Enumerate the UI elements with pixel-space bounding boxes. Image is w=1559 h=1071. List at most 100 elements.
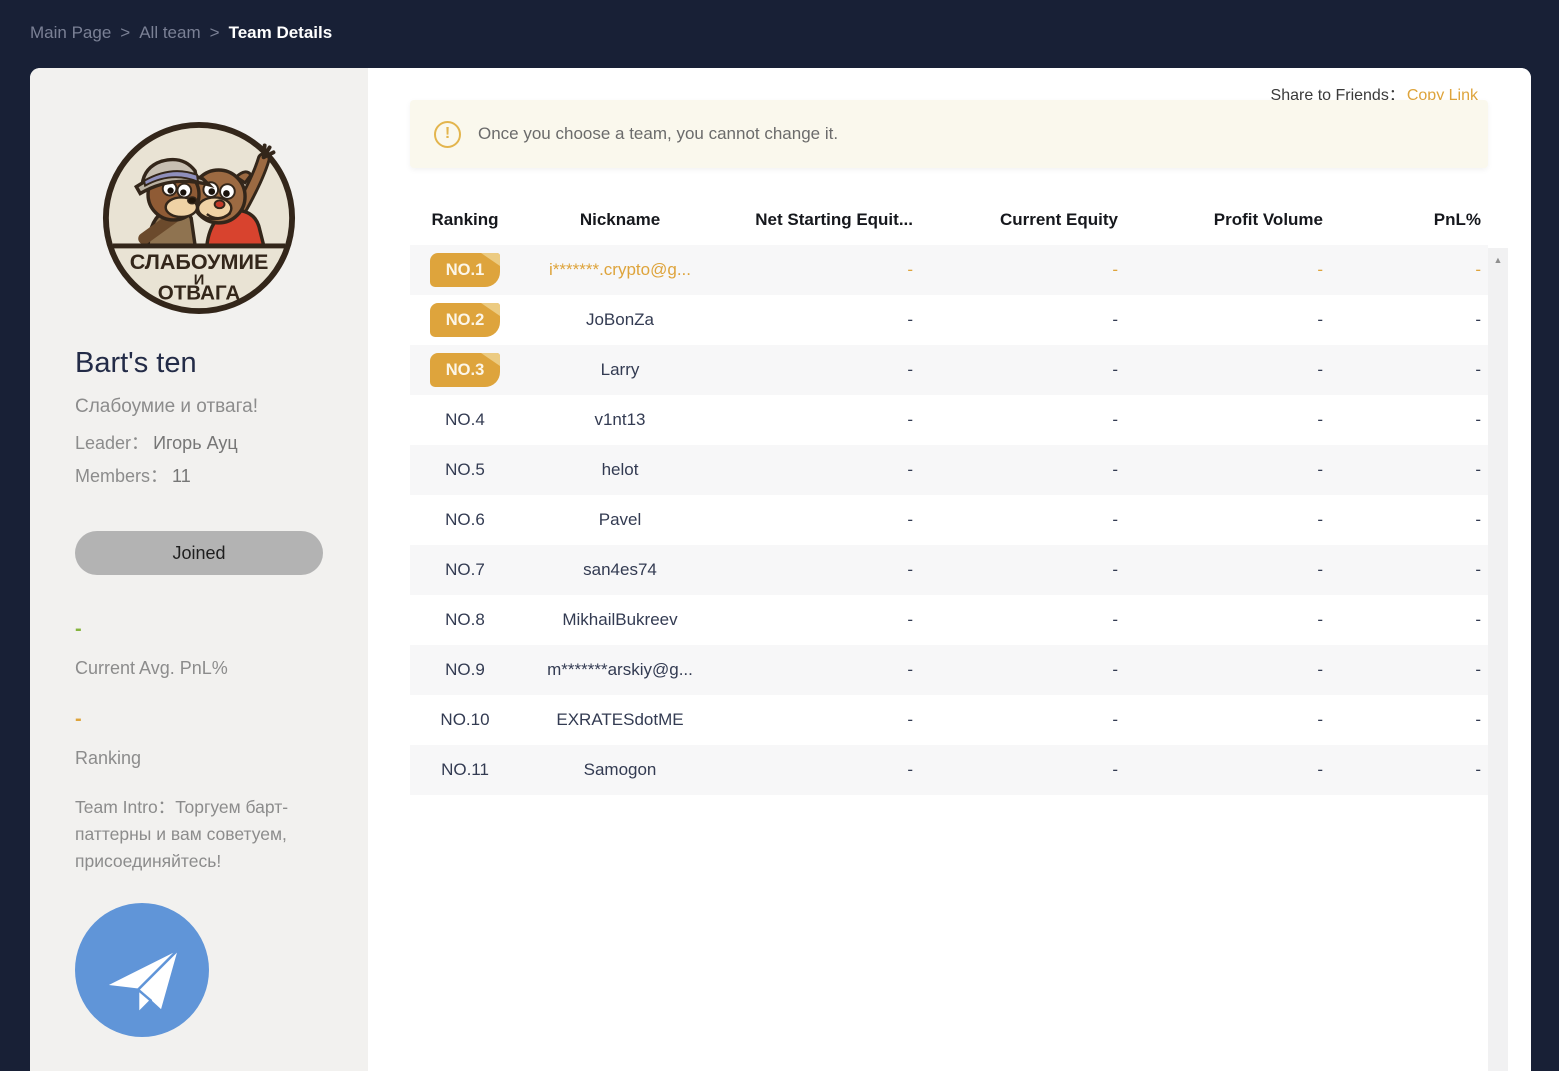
rank-cell: NO.7 (445, 560, 485, 579)
rank-cell: NO.6 (445, 510, 485, 529)
breadcrumb: Main Page > All team > Team Details (30, 0, 332, 66)
current-equity-cell: - (1112, 610, 1118, 629)
ranking-label: Ranking (75, 748, 142, 768)
breadcrumb-current: Team Details (228, 23, 333, 42)
current-avg-pnl-label: Current Avg. PnL% (75, 658, 228, 678)
scrollbar-up-icon[interactable]: ▲ (1493, 255, 1503, 265)
rank-cell: NO.8 (445, 610, 485, 629)
pnl-cell: - (1475, 410, 1481, 429)
rank-badge: NO.2 (430, 303, 500, 337)
breadcrumb-all-team[interactable]: All team (139, 23, 201, 42)
table-row: NO.7 san4es74 - - - - (410, 545, 1488, 595)
nickname-cell: v1nt13 (594, 410, 646, 429)
current-equity-cell: - (1112, 660, 1118, 679)
table-row: NO.11 Samogon - - - - (410, 745, 1488, 795)
net-starting-cell: - (907, 760, 913, 779)
column-header: Current Equity (999, 210, 1118, 229)
notice-text: Once you choose a team, you cannot chang… (478, 124, 839, 143)
table-row: NO.10 EXRATESdotME - - - - (410, 695, 1488, 745)
team-intro: Team Intro：Торгуем барт-паттерны и вам с… (75, 794, 313, 875)
share-row: Share to Friends： Copy Link (1271, 81, 1478, 105)
team-logo-image: СЛАБОУМИЕ И ОТВАГА (101, 120, 297, 316)
team-members-row: Members： 11 (75, 462, 191, 488)
logo-text-line2: И (194, 273, 205, 289)
table-row: NO.2 JoBonZa - - - - (410, 295, 1488, 345)
pnl-cell: - (1475, 310, 1481, 329)
current-equity-cell: - (1112, 760, 1118, 779)
notice-banner: ! Once you choose a team, you cannot cha… (410, 100, 1488, 168)
current-equity-cell: - (1112, 360, 1118, 379)
pnl-cell: - (1475, 760, 1481, 779)
logo-text-line3: ОТВАГА (158, 281, 241, 304)
table-row: NO.5 helot - - - - (410, 445, 1488, 495)
profit-volume-cell: - (1317, 360, 1323, 379)
rank-cell: NO.11 (441, 760, 489, 779)
column-header: Nickname (579, 210, 661, 229)
column-header: Net Starting Equit... (755, 210, 913, 229)
members-value: 11 (172, 466, 191, 486)
profit-volume-cell: - (1317, 310, 1323, 329)
net-starting-cell: - (907, 310, 913, 329)
team-badge-icon: СЛАБОУМИЕ И ОТВАГА (102, 121, 296, 315)
current-equity-cell: - (1112, 560, 1118, 579)
nickname-cell: JoBonZa (585, 310, 655, 329)
ranking-value: - (75, 708, 82, 730)
warning-icon: ! (434, 120, 461, 148)
column-header: Ranking (431, 210, 499, 229)
current-equity-cell: - (1112, 410, 1118, 429)
copy-link[interactable]: Copy Link (1406, 87, 1478, 104)
table-scrollbar[interactable]: ▲ (1488, 248, 1508, 1071)
breadcrumb-main-page[interactable]: Main Page (30, 23, 112, 42)
members-label: Members： (75, 466, 169, 486)
rank-cell: NO.4 (445, 410, 485, 429)
pnl-cell: - (1475, 510, 1481, 529)
nickname-cell: Samogon (583, 760, 657, 779)
rank-cell: NO.9 (445, 660, 485, 679)
rank-cell: NO.1 (410, 253, 520, 287)
pnl-cell: - (1475, 560, 1481, 579)
rank-cell: NO.5 (445, 460, 485, 479)
table-row: NO.9 m*******arskiy@g... - - - - (410, 645, 1488, 695)
leader-value: Игорь Ауц (153, 433, 238, 453)
content-panel: СЛАБОУМИЕ И ОТВАГА Bart's ten Слабоумие … (30, 68, 1531, 1071)
table-row: NO.3 Larry - - - - (410, 345, 1488, 395)
nickname-cell: Larry (600, 360, 640, 379)
nickname-cell: i*******.crypto@g... (549, 260, 691, 279)
net-starting-cell: - (907, 710, 913, 729)
share-label: Share to Friends： (1270, 87, 1405, 104)
column-header: Profit Volume (1213, 210, 1323, 229)
leaderboard-area: Share to Friends： Copy Link ! Once you ch… (368, 68, 1531, 1071)
pnl-cell: - (1475, 710, 1481, 729)
current-equity-cell: - (1112, 310, 1118, 329)
pnl-cell: - (1475, 260, 1481, 279)
leader-label: Leader： (75, 433, 150, 453)
rank-badge: NO.3 (430, 353, 500, 387)
profit-volume-cell: - (1317, 760, 1323, 779)
table-row: NO.4 v1nt13 - - - - (410, 395, 1488, 445)
net-starting-cell: - (907, 510, 913, 529)
net-starting-cell: - (907, 660, 913, 679)
nickname-cell: helot (601, 460, 639, 479)
table-header-row: Ranking Nickname Net Starting Equit... Curr… (410, 195, 1488, 245)
telegram-icon[interactable] (75, 903, 209, 1037)
team-sidebar: СЛАБОУМИЕ И ОТВАГА Bart's ten Слабоумие … (30, 68, 368, 1071)
pnl-cell: - (1475, 660, 1481, 679)
profit-volume-cell: - (1317, 460, 1323, 479)
table-row: NO.1 i*******.crypto@g... - - - - (410, 245, 1488, 295)
table-body: NO.1 i*******.crypto@g... - - - - NO.2 JoBonZa -… (410, 245, 1488, 795)
team-leader-row: Leader： Игорь Ауц (75, 429, 238, 455)
breadcrumb-separator: > (120, 23, 131, 42)
profit-volume-cell: - (1317, 710, 1323, 729)
team-name: Bart's ten (75, 347, 197, 379)
current-avg-pnl-value: - (75, 618, 82, 640)
net-starting-cell: - (907, 560, 913, 579)
net-starting-cell: - (907, 260, 913, 279)
joined-button[interactable]: Joined (75, 531, 323, 575)
table-row: NO.8 MikhailBukreev - - - - (410, 595, 1488, 645)
column-header: PnL% (1433, 210, 1481, 229)
rank-cell: NO.2 (410, 303, 520, 337)
rank-cell: NO.3 (410, 353, 520, 387)
net-starting-cell: - (907, 610, 913, 629)
pnl-cell: - (1475, 610, 1481, 629)
